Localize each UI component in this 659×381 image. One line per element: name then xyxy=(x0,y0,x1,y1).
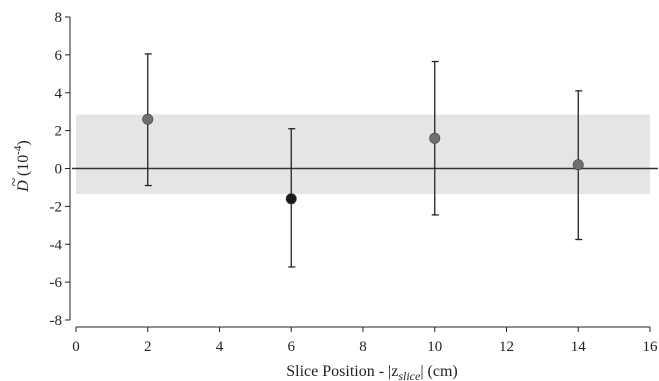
x-axis-label: Slice Position - |zslice| (cm) xyxy=(286,363,458,381)
x-tick-label-8: 8 xyxy=(359,339,367,355)
y-tick-label--6: -6 xyxy=(50,275,63,291)
y-tick-label-6: 6 xyxy=(55,48,63,64)
x-tick-label-0: 0 xyxy=(72,339,80,355)
data-point-1 xyxy=(142,113,154,125)
x-axis-label-end: | (cm) xyxy=(420,363,457,380)
y-axis-ticks: -8 -6 -4 -2 0 2 4 6 8 xyxy=(50,10,70,329)
x-tick-label-16: 16 xyxy=(643,339,659,355)
y-axis-label-main: D xyxy=(15,180,32,193)
confidence-band xyxy=(76,114,650,195)
y-axis-label-unit: (10 xyxy=(15,155,32,180)
data-point-group-2 xyxy=(285,128,297,268)
y-axis-label-close: ) xyxy=(15,140,32,145)
data-point-group-4 xyxy=(572,90,584,241)
data-point-group-3 xyxy=(429,60,441,216)
x-axis-ticks: 0 2 4 6 8 10 12 14 16 xyxy=(72,327,658,355)
y-tick-label-4: 4 xyxy=(55,86,63,102)
y-tick-label--4: -4 xyxy=(50,237,63,253)
data-point-2 xyxy=(285,193,297,205)
x-tick-label-4: 4 xyxy=(216,339,224,355)
data-point-3 xyxy=(429,132,441,144)
x-axis-label-sub: slice xyxy=(398,369,421,381)
y-tick-label-2: 2 xyxy=(55,124,63,140)
y-tick-label--8: -8 xyxy=(50,313,63,329)
y-tick-label--2: -2 xyxy=(50,199,63,215)
x-tick-label-6: 6 xyxy=(288,339,296,355)
y-tick-label-0: 0 xyxy=(55,162,63,178)
x-axis-label-main: Slice Position - |z xyxy=(286,363,398,380)
plot-area xyxy=(69,17,658,328)
x-tick-label-12: 12 xyxy=(499,339,514,355)
y-axis-label: D (10-4) ~ xyxy=(6,140,32,192)
y-axis-label-tilde: ~ xyxy=(6,177,23,186)
x-tick-label-2: 2 xyxy=(144,339,152,355)
x-tick-label-10: 10 xyxy=(427,339,442,355)
y-axis-label-exp: -4 xyxy=(12,145,24,155)
data-point-group-1 xyxy=(142,53,154,187)
y-tick-label-8: 8 xyxy=(55,10,63,26)
x-tick-label-14: 14 xyxy=(571,339,587,355)
svg-text:D (10-4): D (10-4) xyxy=(12,140,32,192)
data-point-4 xyxy=(572,159,584,171)
